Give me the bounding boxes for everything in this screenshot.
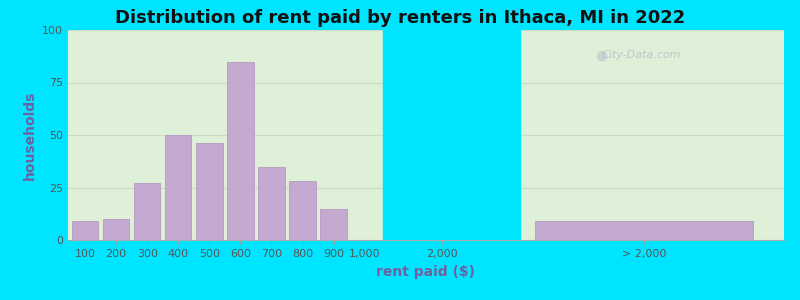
Bar — [196, 143, 222, 240]
Bar — [165, 135, 191, 240]
Bar — [383, 30, 520, 240]
Bar — [290, 181, 316, 240]
Bar — [258, 167, 285, 240]
Bar — [227, 61, 254, 240]
Bar — [103, 219, 130, 240]
Bar — [535, 221, 753, 240]
Text: ●: ● — [595, 48, 607, 62]
Bar — [134, 183, 161, 240]
Y-axis label: households: households — [22, 90, 37, 180]
Bar — [320, 208, 346, 240]
Bar — [72, 221, 98, 240]
X-axis label: rent paid ($): rent paid ($) — [377, 265, 475, 279]
Text: City-Data.com: City-Data.com — [601, 50, 681, 60]
Text: Distribution of rent paid by renters in Ithaca, MI in 2022: Distribution of rent paid by renters in … — [115, 9, 685, 27]
